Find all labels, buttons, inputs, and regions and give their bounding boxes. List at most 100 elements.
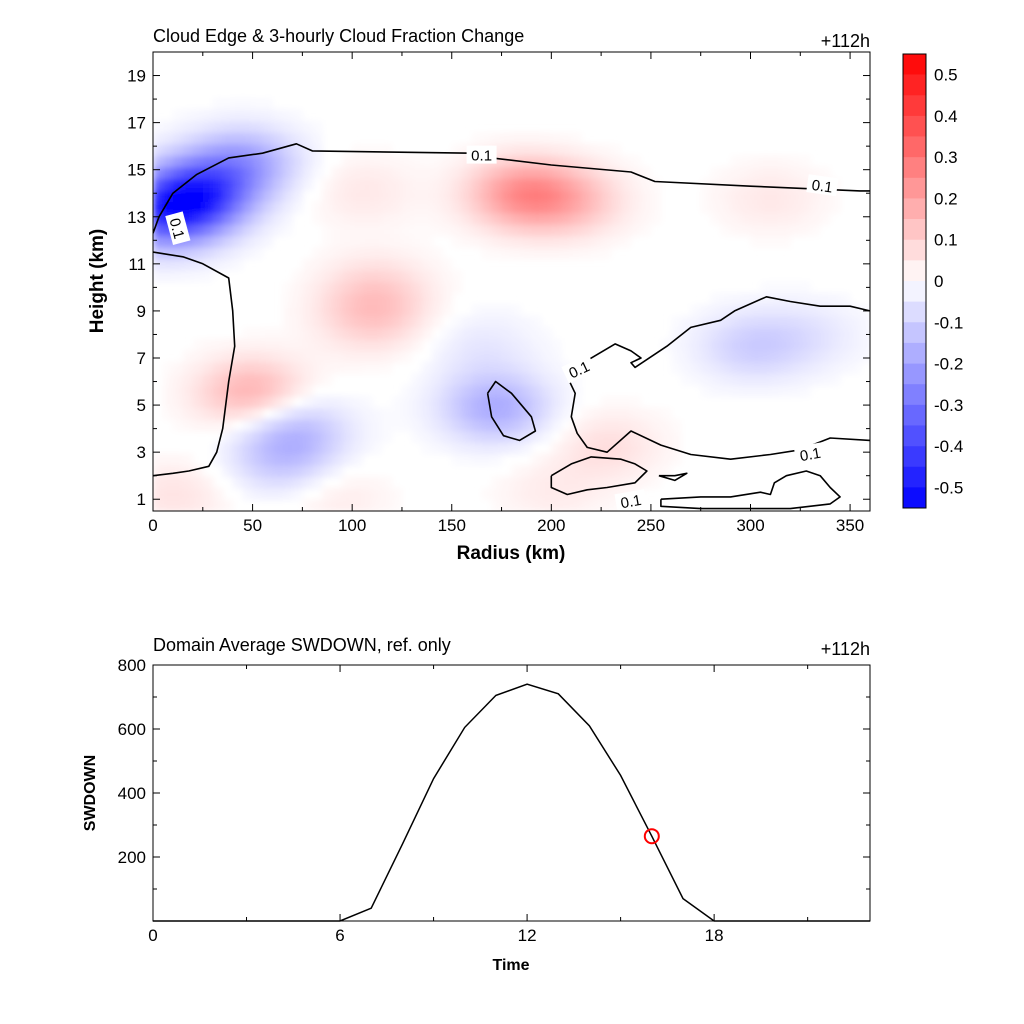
heatmap-cell	[282, 281, 294, 294]
heatmap-cell	[153, 465, 164, 478]
heatmap-cell	[551, 419, 562, 432]
heatmap-cell	[282, 327, 294, 340]
heatmap-cell	[501, 396, 513, 409]
heatmap-cell	[272, 453, 284, 466]
heatmap-cell	[431, 212, 443, 225]
heatmap-cell	[182, 270, 194, 283]
heatmap-cell	[302, 476, 313, 489]
heatmap-cell	[840, 327, 851, 340]
heatmap-cell	[760, 178, 772, 191]
heatmap-cell	[342, 201, 353, 214]
heatmap-cell	[282, 350, 294, 363]
heatmap-cell	[501, 143, 513, 156]
heatmap-cell	[591, 476, 602, 489]
heatmap-cell	[571, 178, 582, 191]
heatmap-cell	[511, 235, 523, 248]
heatmap-cell	[192, 189, 204, 202]
heatmap-cell	[830, 327, 841, 340]
heatmap-cell	[551, 132, 562, 145]
heatmap-cell	[382, 338, 393, 351]
colorbar-tick-label: 0.5	[934, 66, 958, 85]
heatmap-cell	[471, 350, 483, 363]
colorbar-cell	[903, 301, 926, 323]
heatmap-cell	[631, 178, 642, 191]
heatmap-cell	[352, 396, 363, 409]
heatmap-cell	[262, 396, 274, 409]
heatmap-cell	[760, 304, 772, 317]
colorbar-frame	[902, 53, 927, 509]
contour-label-text: 0.1	[799, 445, 822, 465]
heatmap-cell	[451, 453, 463, 466]
heatmap-cell	[511, 465, 523, 478]
heatmap-cell	[292, 292, 303, 306]
heatmap-cell	[192, 465, 204, 478]
heatmap-cell	[212, 166, 224, 179]
heatmap-cell	[312, 396, 323, 409]
heatmap-cell	[611, 166, 622, 179]
heatmap-cell	[690, 361, 702, 374]
heatmap-cell	[601, 247, 612, 260]
heatmap-cell	[441, 258, 453, 271]
heatmap-cell	[471, 361, 483, 374]
heatmap-cell	[770, 235, 781, 248]
heatmap-cell	[292, 132, 303, 145]
contour-label: 0.1	[466, 145, 497, 165]
heatmap-cell	[372, 212, 383, 225]
line-x-tick-label: 18	[705, 926, 724, 945]
heatmap-cell	[302, 258, 313, 271]
heatmap-cell	[501, 315, 513, 328]
heatmap-cell	[790, 155, 801, 168]
heatmap-cell	[690, 315, 702, 328]
heatmap-cell	[202, 201, 214, 214]
heatmap-cell	[451, 350, 463, 363]
heatmap-cell	[650, 419, 662, 432]
heatmap-cell	[521, 488, 533, 501]
cloud-fraction-panel: 0.10.10.10.10.10.1 0 50 100 150 200 250 300 350…	[87, 26, 871, 564]
heatmap-cell	[521, 224, 533, 237]
contour-label-bg	[165, 211, 191, 246]
heatmap-cell	[481, 212, 493, 225]
heatmap-cell	[332, 350, 343, 363]
contour-label-bg	[806, 174, 839, 197]
heatmap-cell	[411, 373, 423, 386]
colorbar-tick-label: -0.4	[934, 437, 963, 456]
heatmap-cell	[372, 419, 383, 432]
heatmap-cell	[362, 476, 373, 489]
heatmap-cell	[162, 384, 174, 397]
heatmap-cell	[750, 189, 762, 202]
heatmap-cell	[222, 201, 234, 214]
heatmap-cell	[162, 465, 174, 478]
heatmap-cell	[760, 373, 772, 386]
heatmap-cell	[591, 419, 602, 432]
heatmap-cell	[511, 488, 523, 501]
heatmap-cell	[730, 224, 742, 237]
heatmap-cell	[840, 361, 851, 374]
heatmap-cell	[720, 350, 732, 363]
heatmap-cell	[640, 442, 652, 455]
heatmap-cell	[451, 155, 463, 168]
heatmap-cell	[172, 373, 184, 386]
heatmap-cell	[202, 270, 214, 283]
colorbar-tick-label: -0.2	[934, 355, 963, 374]
heatmap-cell	[621, 419, 632, 432]
heatmap-cell	[710, 373, 722, 386]
heatmap-cell	[322, 212, 333, 225]
heatmap-cell	[700, 350, 712, 363]
heatmap-cell	[332, 338, 343, 351]
heatmap-cell	[551, 247, 562, 260]
heatmap-cell	[471, 407, 483, 420]
heatmap-cell	[770, 350, 781, 363]
heatmap-cell	[431, 442, 443, 455]
heatmap-cell	[451, 143, 463, 156]
heatmap-cell	[531, 235, 542, 248]
heatmap-cell	[441, 384, 453, 397]
heatmap-cell	[501, 178, 513, 191]
heatmap-cell	[421, 258, 433, 271]
heatmap-cell	[382, 476, 393, 489]
heatmap-cell	[471, 373, 483, 386]
heatmap-cell	[541, 499, 552, 511]
heatmap-cell	[242, 166, 254, 179]
heatmap-cell	[162, 499, 174, 511]
heatmap-cell	[252, 212, 264, 225]
